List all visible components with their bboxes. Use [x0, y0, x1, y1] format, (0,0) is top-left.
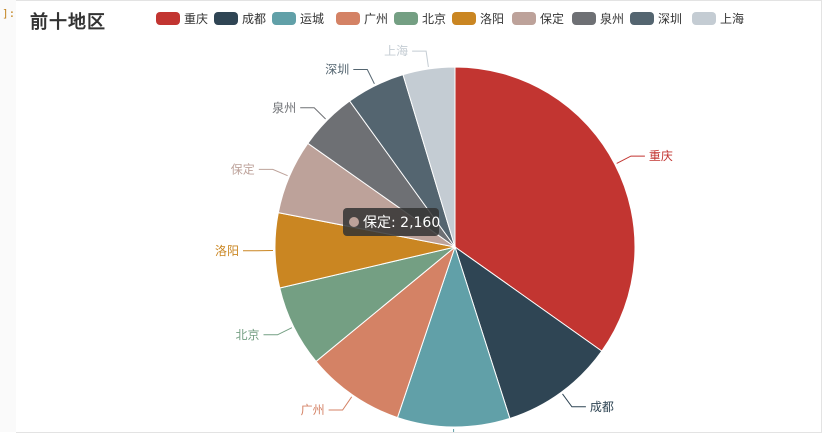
slice-label-series-8: 泉州 — [272, 101, 296, 115]
legend-swatch — [394, 12, 418, 25]
legend-swatch — [214, 12, 238, 25]
legend-item-series-5[interactable]: 北京 — [394, 12, 446, 26]
legend-item-series-10[interactable]: 上海 — [692, 11, 744, 26]
slice-label-series-4: 广州 — [301, 403, 325, 417]
legend-item-series-4[interactable]: 广州 — [336, 12, 388, 26]
label-leader-series-7 — [259, 169, 288, 175]
slice-label-series-9: 深圳 — [325, 63, 349, 77]
label-leader-series-2 — [563, 394, 586, 407]
label-leader-series-1 — [617, 156, 645, 163]
label-leader-series-10 — [412, 51, 428, 67]
legend-label: 北京 — [422, 12, 446, 26]
legend-item-series-2[interactable]: 成都 — [214, 12, 266, 26]
legend-swatch — [156, 12, 180, 25]
legend-item-series-8[interactable]: 泉州 — [572, 12, 624, 26]
legend-label: 重庆 — [184, 12, 208, 26]
pie-slices — [275, 67, 635, 427]
legend-item-series-7[interactable]: 保定 — [512, 11, 564, 26]
legend-swatch — [336, 12, 360, 25]
label-leader-series-4 — [329, 397, 352, 410]
slice-label-series-10: 上海 — [384, 43, 408, 58]
legend-item-series-3[interactable]: 运城 — [272, 12, 324, 26]
tooltip-marker — [349, 217, 359, 227]
legend-swatch — [692, 12, 716, 25]
legend-label: 洛阳 — [480, 11, 504, 26]
slice-label-series-1: 重庆 — [649, 149, 673, 163]
label-leader-series-8 — [300, 108, 325, 119]
slice-label-series-6: 洛阳 — [215, 243, 239, 258]
chart-tooltip: 保定: 2,160 — [343, 208, 440, 236]
legend-item-series-9[interactable]: 深圳 — [630, 12, 682, 26]
legend-item-series-6[interactable]: 洛阳 — [452, 11, 504, 26]
legend-swatch — [452, 12, 476, 25]
legend-swatch — [512, 12, 536, 25]
slice-label-series-7: 保定 — [231, 161, 255, 176]
legend-label: 深圳 — [658, 12, 682, 26]
slice-label-series-2: 成都 — [590, 400, 614, 414]
legend-label: 成都 — [242, 12, 266, 26]
tooltip-text: 保定: 2,160 — [363, 215, 440, 231]
chart-legend: 重庆 成都 运城 广州 北京 洛阳 保定 泉州 深圳 上海 — [156, 11, 744, 26]
legend-swatch — [572, 12, 596, 25]
legend-swatch — [272, 12, 296, 25]
legend-label: 泉州 — [600, 12, 624, 26]
label-leader-series-5 — [264, 328, 292, 335]
label-leader-series-9 — [353, 70, 374, 84]
legend-label: 保定 — [540, 11, 564, 26]
legend-item-series-1[interactable]: 重庆 — [156, 12, 208, 26]
legend-label: 广州 — [364, 12, 388, 26]
slice-label-series-5: 北京 — [235, 328, 259, 342]
legend-swatch — [630, 12, 654, 25]
legend-label: 上海 — [720, 11, 744, 26]
legend-label: 运城 — [300, 12, 324, 26]
